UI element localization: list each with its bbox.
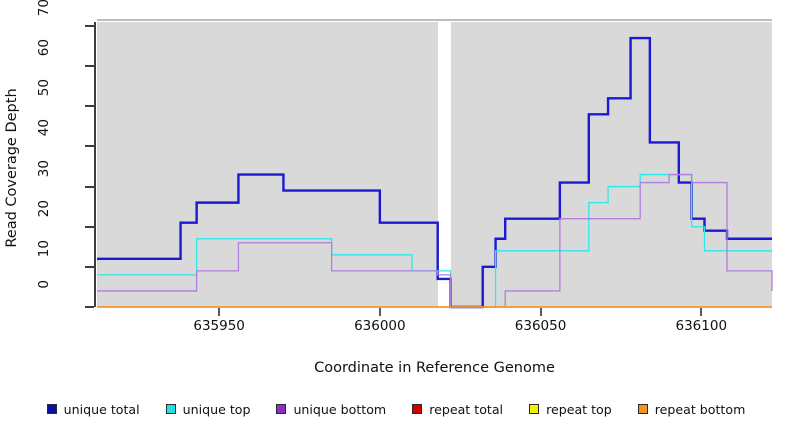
legend-label: unique bottom [293, 401, 387, 417]
legend-item-unique-top[interactable]: unique top [153, 402, 264, 417]
y-tick-mark [85, 105, 94, 108]
legend-label: repeat top [546, 401, 612, 417]
legend-swatch-icon [637, 404, 648, 414]
series-unique-total [97, 36, 772, 309]
y-tick-mark [85, 225, 94, 228]
y-tick-mark [85, 65, 94, 68]
series-unique-bottom [97, 173, 773, 308]
y-tick-mark [85, 185, 94, 188]
x-tick-label: 636050 [514, 318, 567, 334]
legend-swatch-icon [412, 404, 423, 414]
legend-label: repeat bottom [654, 401, 746, 417]
legend-item-unique-total[interactable]: unique total [34, 402, 153, 417]
x-tick-mark [539, 308, 542, 316]
legend-item-repeat-bottom[interactable]: repeat bottom [625, 402, 759, 417]
plot-panel [97, 22, 772, 307]
y-tick-mark [85, 265, 94, 268]
chart-legend: unique total unique top unique bottom repea… [0, 396, 792, 422]
legend-item-unique-bottom[interactable]: unique bottom [263, 402, 399, 417]
legend-swatch-icon [165, 404, 176, 414]
coverage-gap-band [437, 22, 451, 307]
legend-swatch-icon [46, 404, 57, 414]
y-tick-mark [85, 25, 94, 27]
x-tick-mark [378, 308, 381, 316]
legend-item-repeat-total[interactable]: repeat total [399, 402, 516, 417]
y-tick-mark [85, 145, 94, 148]
panel-top-rule [97, 19, 772, 21]
x-tick-label: 635950 [193, 318, 245, 334]
series-unique-top [97, 173, 772, 308]
y-tick-mark [85, 306, 94, 308]
x-tick-label: 636100 [675, 318, 728, 334]
x-tick-mark [218, 308, 221, 316]
x-tick-mark [700, 308, 703, 316]
y-axis-line [94, 22, 96, 307]
x-axis-title: Coordinate in Reference Genome [314, 360, 555, 376]
legend-label: repeat total [429, 401, 504, 417]
legend-swatch-icon [276, 404, 287, 414]
legend-item-repeat-top[interactable]: repeat top [516, 402, 625, 417]
legend-label: unique total [63, 401, 140, 417]
x-tick-label: 636000 [354, 318, 406, 334]
legend-swatch-icon [529, 404, 540, 414]
legend-label: unique top [182, 401, 251, 417]
